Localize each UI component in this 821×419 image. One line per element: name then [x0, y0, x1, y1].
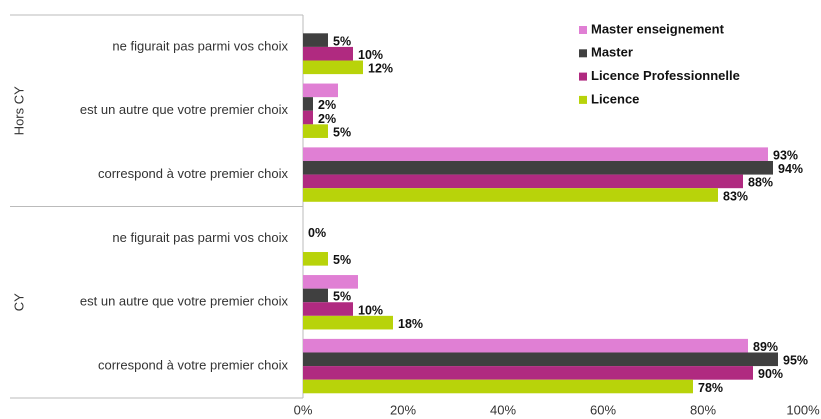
bar	[303, 302, 353, 316]
legend-swatch	[579, 72, 587, 81]
bar	[303, 124, 328, 138]
category-label: correspond à votre premier choix	[98, 358, 289, 373]
legend-swatch	[579, 95, 587, 104]
category-label: est un autre que votre premier choix	[80, 102, 289, 117]
bar	[303, 46, 353, 61]
value-label: 94%	[778, 162, 803, 176]
value-label: 2%	[318, 112, 336, 126]
value-label: 95%	[783, 354, 808, 368]
x-tick-label: 100%	[786, 402, 820, 417]
legend-label: Master	[591, 45, 633, 60]
value-label: 0%	[308, 226, 326, 240]
value-label: 5%	[333, 253, 351, 267]
value-label: 10%	[358, 303, 383, 317]
legend-label: Licence	[591, 91, 639, 106]
bar	[303, 110, 313, 125]
category-label: ne figurait pas parmi vos choix	[112, 38, 288, 53]
bar	[303, 275, 358, 289]
value-label: 18%	[398, 317, 423, 331]
group-label: Hors CY	[11, 86, 26, 135]
bar	[303, 83, 338, 98]
x-tick-label: 40%	[490, 402, 516, 417]
category-label: est un autre que votre premier choix	[80, 294, 289, 309]
value-label: 90%	[758, 367, 783, 381]
value-label: 78%	[698, 381, 723, 395]
legend-swatch	[579, 26, 587, 34]
legend-label: Master enseignement	[591, 21, 725, 36]
bar	[303, 288, 328, 303]
bar	[303, 315, 393, 330]
value-label: 88%	[748, 176, 773, 190]
value-label: 5%	[333, 290, 351, 304]
value-label: 10%	[358, 48, 383, 62]
bar	[303, 147, 768, 161]
x-tick-label: 20%	[390, 402, 416, 417]
value-label: 93%	[773, 148, 798, 162]
bar	[303, 252, 328, 266]
value-label: 12%	[368, 62, 393, 76]
bar	[303, 379, 693, 394]
bar	[303, 97, 313, 111]
bar	[303, 352, 778, 367]
group-label: CY	[11, 293, 26, 311]
bar	[303, 188, 718, 202]
legend-swatch	[579, 49, 587, 58]
value-label: 83%	[723, 189, 748, 203]
bar	[303, 160, 773, 175]
value-label: 5%	[333, 125, 351, 139]
bar	[303, 338, 748, 353]
legend-label: Licence Professionnelle	[591, 68, 740, 83]
category-label: ne figurait pas parmi vos choix	[112, 230, 288, 245]
value-label: 5%	[333, 34, 351, 48]
value-label: 89%	[753, 340, 778, 354]
x-tick-label: 0%	[294, 402, 313, 417]
bar	[303, 174, 743, 189]
bar	[303, 60, 363, 75]
value-label: 2%	[318, 98, 336, 112]
x-tick-label: 60%	[590, 402, 616, 417]
bar	[303, 366, 753, 380]
x-tick-label: 80%	[690, 402, 716, 417]
bar	[303, 33, 328, 47]
category-label: correspond à votre premier choix	[98, 166, 289, 181]
